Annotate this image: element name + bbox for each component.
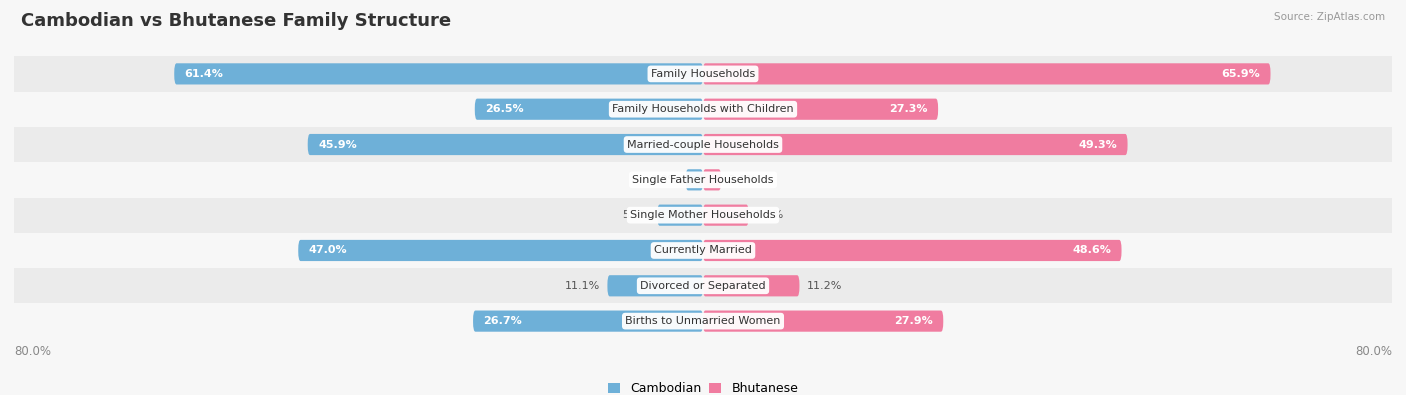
Text: 49.3%: 49.3% [1078, 139, 1118, 150]
Text: Family Households: Family Households [651, 69, 755, 79]
Bar [0, 127, 1406, 162]
FancyBboxPatch shape [308, 134, 703, 155]
Text: Single Father Households: Single Father Households [633, 175, 773, 185]
Text: Married-couple Households: Married-couple Households [627, 139, 779, 150]
Text: Single Mother Households: Single Mother Households [630, 210, 776, 220]
Bar [0, 162, 1406, 198]
Text: 26.7%: 26.7% [484, 316, 522, 326]
Text: 48.6%: 48.6% [1073, 245, 1111, 256]
FancyBboxPatch shape [703, 310, 943, 332]
FancyBboxPatch shape [703, 63, 1271, 85]
Text: Births to Unmarried Women: Births to Unmarried Women [626, 316, 780, 326]
Bar [0, 233, 1406, 268]
Text: Divorced or Separated: Divorced or Separated [640, 281, 766, 291]
FancyBboxPatch shape [703, 134, 1128, 155]
Text: 2.0%: 2.0% [651, 175, 679, 185]
FancyBboxPatch shape [607, 275, 703, 296]
Bar [0, 268, 1406, 303]
Text: 80.0%: 80.0% [1355, 345, 1392, 358]
Text: 47.0%: 47.0% [308, 245, 347, 256]
Text: 11.1%: 11.1% [565, 281, 600, 291]
Text: 61.4%: 61.4% [184, 69, 224, 79]
Text: 5.3%: 5.3% [623, 210, 651, 220]
Text: 5.3%: 5.3% [755, 210, 783, 220]
FancyBboxPatch shape [703, 205, 748, 226]
Text: Currently Married: Currently Married [654, 245, 752, 256]
FancyBboxPatch shape [472, 310, 703, 332]
FancyBboxPatch shape [686, 169, 703, 190]
FancyBboxPatch shape [703, 99, 938, 120]
FancyBboxPatch shape [703, 169, 721, 190]
Legend: Cambodian, Bhutanese: Cambodian, Bhutanese [607, 382, 799, 395]
Bar [0, 92, 1406, 127]
FancyBboxPatch shape [658, 205, 703, 226]
Text: 80.0%: 80.0% [14, 345, 51, 358]
Text: Cambodian vs Bhutanese Family Structure: Cambodian vs Bhutanese Family Structure [21, 12, 451, 30]
FancyBboxPatch shape [703, 275, 800, 296]
Text: 11.2%: 11.2% [807, 281, 842, 291]
Text: 65.9%: 65.9% [1222, 69, 1260, 79]
FancyBboxPatch shape [475, 99, 703, 120]
Text: Family Households with Children: Family Households with Children [612, 104, 794, 114]
FancyBboxPatch shape [298, 240, 703, 261]
Text: 2.1%: 2.1% [728, 175, 756, 185]
Text: 27.3%: 27.3% [889, 104, 928, 114]
Text: 45.9%: 45.9% [318, 139, 357, 150]
Text: 26.5%: 26.5% [485, 104, 524, 114]
Bar [0, 56, 1406, 92]
Bar [0, 198, 1406, 233]
FancyBboxPatch shape [703, 240, 1122, 261]
Text: 27.9%: 27.9% [894, 316, 934, 326]
Bar [0, 303, 1406, 339]
Text: Source: ZipAtlas.com: Source: ZipAtlas.com [1274, 12, 1385, 22]
FancyBboxPatch shape [174, 63, 703, 85]
